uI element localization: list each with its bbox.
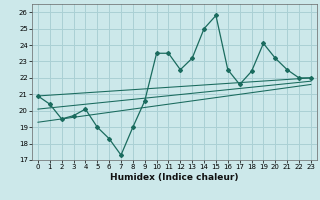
X-axis label: Humidex (Indice chaleur): Humidex (Indice chaleur)	[110, 173, 239, 182]
